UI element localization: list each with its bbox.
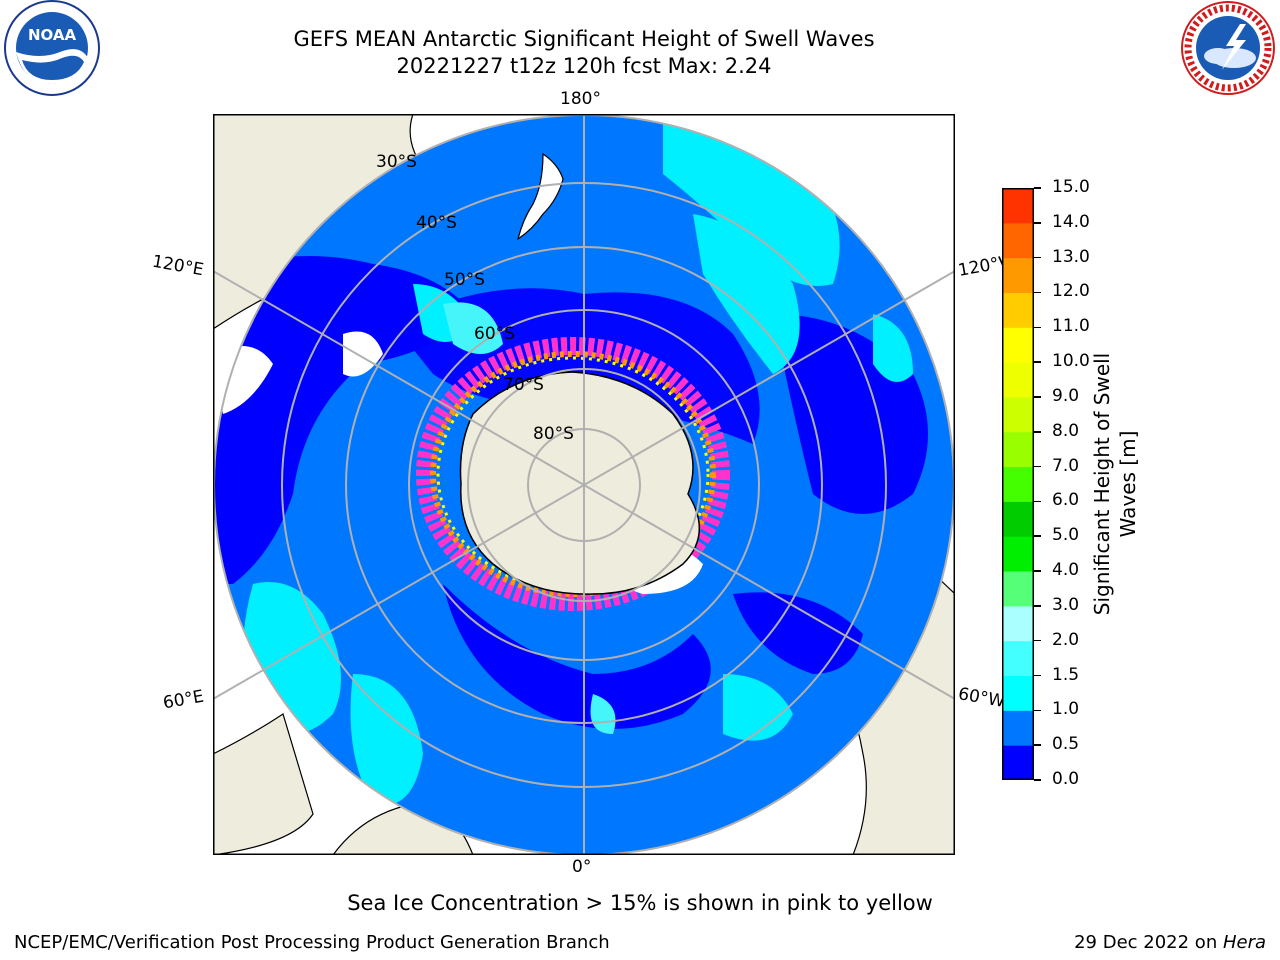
colorbar-tick-label: 14.0	[1052, 211, 1090, 232]
colorbar-label-line2: Waves [m]	[1116, 430, 1140, 538]
colorbar-swatch	[1002, 396, 1034, 433]
colorbar-swatch	[1002, 257, 1034, 293]
colorbar-tick-label: 15.0	[1052, 177, 1090, 197]
lat-label-50s: 50°S	[444, 270, 485, 290]
colorbar-tick-mark	[1034, 361, 1041, 363]
colorbar-tick-label: 7.0	[1052, 455, 1080, 476]
colorbar-tick-mark	[1034, 605, 1041, 607]
colorbar-tick-mark	[1034, 500, 1041, 503]
colorbar-tick-mark	[1034, 187, 1041, 189]
colorbar-tick-mark	[1034, 779, 1041, 781]
lon-label-60w: 60°W	[956, 684, 1007, 712]
colorbar-tick-mark	[1034, 256, 1041, 259]
colorbar-tick-label: 1.0	[1052, 699, 1080, 720]
colorbar-tick-mark	[1034, 326, 1041, 329]
colorbar-swatch	[1002, 640, 1034, 677]
nws-logo	[1181, 1, 1275, 95]
lat-label-60s: 60°S	[474, 324, 515, 344]
colorbar-swatch	[1002, 466, 1034, 502]
lon-label-120e: 120°E	[150, 251, 206, 281]
colorbar-tick-mark	[1034, 744, 1041, 746]
meridians	[213, 114, 955, 855]
colorbar-swatches	[1002, 188, 1034, 780]
colorbar-tick-label: 0.0	[1052, 769, 1080, 789]
colorbar-tick-label: 8.0	[1052, 420, 1080, 441]
colorbar-tick-mark	[1034, 639, 1041, 642]
colorbar-tick-label: 9.0	[1052, 385, 1080, 406]
colorbar-swatch	[1002, 571, 1034, 607]
colorbar-tick-mark	[1034, 222, 1041, 224]
colorbar-swatch	[1002, 501, 1034, 537]
colorbar-swatch	[1002, 222, 1034, 259]
footer-date: 29 Dec 2022 on Hera	[1074, 932, 1266, 953]
colorbar-tick-mark	[1034, 291, 1041, 294]
colorbar-tick-label: 4.0	[1052, 560, 1080, 581]
lat-label-30s: 30°S	[376, 152, 417, 172]
colorbar-swatch	[1002, 675, 1034, 711]
colorbar-swatch	[1002, 431, 1034, 468]
colorbar-tick-mark	[1034, 465, 1041, 468]
colorbar-tick-label: 12.0	[1052, 281, 1090, 302]
forecast-subtitle: 20221227 t12z 120h fcst Max: 2.24	[396, 54, 772, 78]
colorbar-swatch	[1002, 292, 1034, 328]
chart-title: GEFS MEAN Antarctic Significant Height o…	[293, 27, 875, 51]
colorbar-tick-label: 10.0	[1052, 351, 1090, 372]
polar-map	[213, 114, 955, 855]
colorbar-tick-label: 3.0	[1052, 594, 1080, 615]
colorbar-tick-label: 1.5	[1052, 664, 1080, 685]
colorbar-swatch	[1002, 536, 1034, 572]
swell-mid-regions	[443, 302, 616, 734]
lat-label-70s: 70°S	[503, 375, 544, 395]
colorbar-swatch	[1002, 710, 1034, 746]
lat-label-80s: 80°S	[533, 424, 574, 444]
colorbar-tick-mark	[1034, 396, 1041, 398]
colorbar-tick-mark	[1034, 709, 1041, 712]
footer-host: Hera	[1222, 932, 1266, 953]
colorbar-tick-label: 13.0	[1052, 246, 1090, 267]
sea-ice-note: Sea Ice Concentration > 15% is shown in …	[347, 891, 933, 915]
colorbar-label: Significant Height of Swell Waves [m]	[1089, 353, 1141, 615]
lon-label-0: 0°	[572, 857, 592, 877]
colorbar-label-line1: Significant Height of Swell	[1090, 352, 1114, 616]
colorbar-tick-mark	[1034, 570, 1041, 572]
colorbar-tick-mark	[1034, 535, 1041, 537]
colorbar-tick-label: 6.0	[1052, 490, 1080, 511]
colorbar-swatch	[1002, 605, 1034, 642]
colorbar-border	[1002, 188, 1034, 780]
colorbar-tick-mark	[1034, 431, 1041, 433]
colorbar-swatch	[1002, 745, 1034, 780]
new-zealand	[517, 152, 564, 241]
footer-branch: NCEP/EMC/Verification Post Processing Pr…	[14, 932, 610, 953]
lat-label-40s: 40°S	[416, 213, 457, 233]
colorbar-tick-label: 5.0	[1052, 525, 1080, 546]
lon-label-60e: 60°E	[161, 686, 206, 714]
colorbar-tick-label: 11.0	[1052, 316, 1090, 337]
noaa-logo-text: NOAA	[28, 26, 77, 44]
lon-label-180: 180°	[560, 89, 601, 109]
colorbar-swatch	[1002, 362, 1034, 398]
colorbar-swatch	[1002, 327, 1034, 363]
colorbar-tick-label: 0.5	[1052, 734, 1080, 755]
noaa-logo: NOAA	[4, 0, 100, 96]
colorbar	[1002, 188, 1034, 780]
footer-date-text: 29 Dec 2022 on	[1074, 932, 1223, 953]
colorbar-swatch	[1002, 188, 1034, 224]
colorbar-tick-label: 2.0	[1052, 629, 1080, 650]
colorbar-tick-mark	[1034, 674, 1041, 677]
